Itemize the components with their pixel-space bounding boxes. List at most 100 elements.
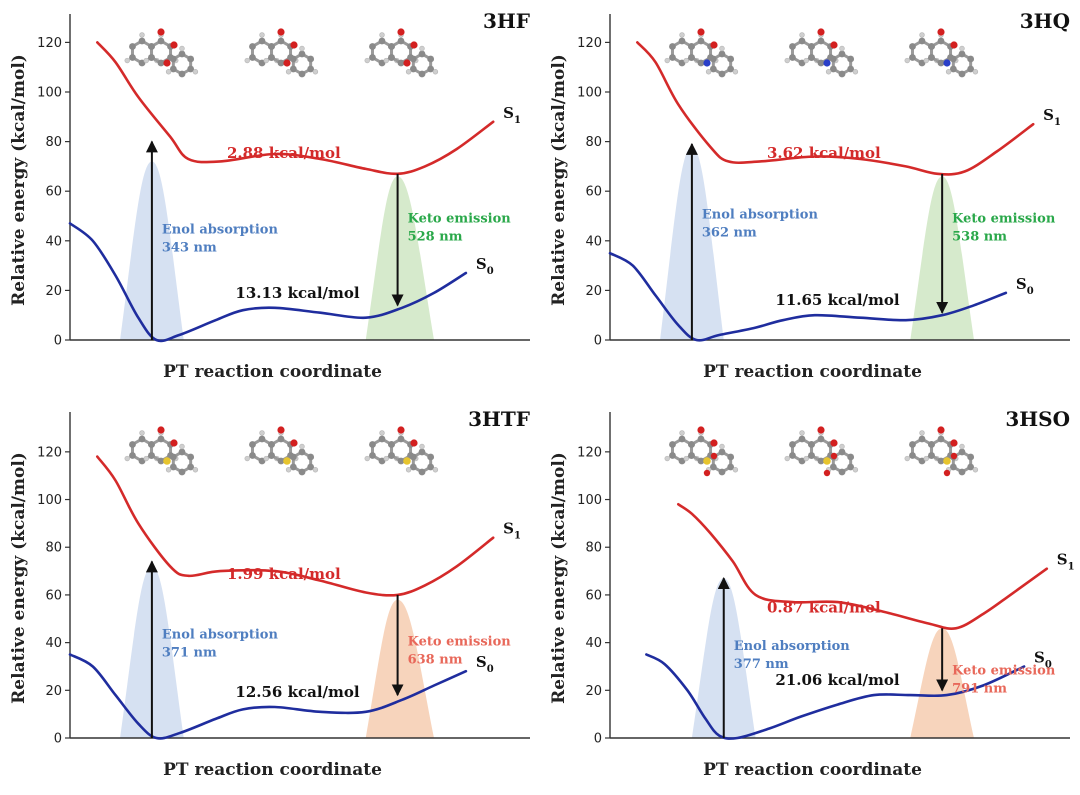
y-tick-label: 40 bbox=[585, 636, 602, 651]
molecule-atom bbox=[268, 441, 275, 448]
emission-wavelength: 638 nm bbox=[408, 653, 463, 668]
y-axis-label: Relative energy (kcal/mol) bbox=[549, 54, 569, 306]
molecule-atom bbox=[928, 43, 935, 50]
molecule-hydrogen bbox=[259, 430, 265, 436]
molecule-hydrogen bbox=[852, 467, 859, 473]
molecule-hydrogen bbox=[923, 455, 929, 462]
y-tick-label: 120 bbox=[37, 445, 62, 460]
y-tick-label: 20 bbox=[45, 284, 62, 299]
molecule-atom bbox=[847, 453, 855, 461]
molecule-atom bbox=[277, 457, 285, 465]
molecule-atom bbox=[157, 457, 165, 465]
series-label-main: S bbox=[503, 520, 514, 538]
molecule-atom bbox=[307, 65, 315, 73]
molecule-3 bbox=[364, 426, 439, 476]
series-label-s0: S0 bbox=[1034, 648, 1052, 670]
molecule-atom bbox=[909, 43, 916, 50]
molecule-atom bbox=[249, 441, 256, 448]
series-label-s0: S0 bbox=[476, 255, 494, 277]
molecule-sulfur bbox=[703, 457, 711, 465]
molecule-atom bbox=[958, 70, 966, 78]
molecule-atom bbox=[409, 463, 417, 471]
y-tick-label: 80 bbox=[45, 135, 62, 150]
molecule-sulfur bbox=[943, 457, 951, 465]
molecule-hydrogen bbox=[379, 32, 385, 38]
absorption-wavelength: 371 nm bbox=[162, 645, 217, 660]
s1-barrier-label: 3.62 kcal/mol bbox=[767, 144, 881, 162]
absorption-label: Enol absorption bbox=[702, 208, 819, 223]
panel-title: 3HQ bbox=[1020, 9, 1070, 33]
molecule-atom bbox=[937, 457, 945, 465]
molecule-atom bbox=[937, 37, 945, 45]
y-tick-label: 120 bbox=[577, 36, 602, 51]
molecule-atom bbox=[129, 452, 136, 459]
molecule-oxygen bbox=[170, 439, 178, 447]
molecule-atom bbox=[678, 37, 686, 45]
molecule-oxygen bbox=[290, 41, 298, 49]
molecule-atom bbox=[148, 441, 155, 448]
molecule-atom bbox=[397, 37, 405, 45]
molecule-atom bbox=[277, 37, 285, 45]
series-label-s0: S0 bbox=[1016, 275, 1034, 297]
molecule-atom bbox=[249, 452, 256, 459]
molecule-atom bbox=[307, 55, 315, 63]
series-label-subscript: 0 bbox=[1045, 659, 1052, 670]
molecule-hydrogen bbox=[705, 69, 712, 75]
molecule-hydrogen bbox=[679, 430, 685, 436]
molecule-atom bbox=[838, 70, 846, 78]
molecule-hydrogen bbox=[852, 69, 859, 75]
molecule-atom bbox=[427, 463, 435, 471]
molecule-atom bbox=[949, 463, 957, 471]
molecule-atom bbox=[817, 457, 825, 465]
molecule-atom bbox=[277, 59, 285, 67]
x-axis-label: PT reaction coordinate bbox=[703, 362, 922, 382]
molecule-2 bbox=[244, 426, 319, 476]
chart-3hf: 0 20 40 60 80 100 120 Relative energy (kcal/mol… bbox=[9, 9, 530, 382]
molecule-3 bbox=[904, 28, 979, 78]
molecule-hydrogen bbox=[664, 57, 670, 64]
molecule-atom bbox=[138, 435, 146, 443]
molecule-2 bbox=[244, 28, 319, 78]
molecule-nitrogen bbox=[823, 59, 831, 67]
molecule-atom bbox=[277, 435, 285, 443]
panel-title: 3HF bbox=[483, 9, 530, 33]
molecule-atom bbox=[268, 54, 275, 61]
molecule-sulfur bbox=[283, 457, 291, 465]
molecule-oxygen bbox=[697, 426, 705, 434]
molecule-atom bbox=[298, 448, 306, 456]
molecule-1 bbox=[664, 426, 739, 477]
molecule-oxygen bbox=[170, 41, 178, 49]
molecule-atom bbox=[418, 468, 426, 476]
molecule-atom bbox=[727, 463, 735, 471]
absorption-wavelength: 377 nm bbox=[734, 657, 789, 672]
molecule-atom bbox=[307, 463, 315, 471]
molecule-atom bbox=[298, 468, 306, 476]
molecule-hydrogen bbox=[139, 430, 145, 436]
molecule-atom bbox=[817, 37, 825, 45]
molecule-hydrogen bbox=[919, 430, 925, 436]
molecule-oxygen bbox=[290, 439, 298, 447]
emission-wavelength: 791 nm bbox=[952, 681, 1007, 696]
molecule-atom bbox=[967, 463, 975, 471]
molecule-atom bbox=[418, 448, 426, 456]
molecule-atom bbox=[249, 54, 256, 61]
absorption-label: Enol absorption bbox=[162, 627, 279, 642]
emission-label: Keto emission bbox=[952, 663, 1056, 678]
molecule-hydrogen bbox=[799, 32, 805, 38]
molecule-hydrogen bbox=[405, 69, 412, 75]
molecule-hydrogen bbox=[683, 57, 689, 64]
series-line-s0 bbox=[68, 222, 468, 343]
molecule-hydrogen bbox=[244, 455, 250, 462]
series-label-main: S bbox=[503, 104, 514, 122]
molecule-hydrogen bbox=[143, 57, 149, 64]
molecule-atom bbox=[169, 463, 177, 471]
series-label-s1: S1 bbox=[1057, 551, 1075, 573]
series-label-main: S bbox=[1034, 648, 1045, 666]
panel-3hso: 0 20 40 60 80 100 120 Relative energy (kcal/mol… bbox=[540, 398, 1080, 795]
molecule-atom bbox=[829, 55, 837, 63]
panel-3htf: 0 20 40 60 80 100 120 Relative energy (kcal/mol… bbox=[0, 398, 540, 795]
y-tick-label: 60 bbox=[45, 185, 62, 200]
molecule-atom bbox=[727, 65, 735, 73]
emission-band bbox=[365, 599, 434, 738]
molecule-sulfonyl-oxygen bbox=[703, 469, 711, 477]
